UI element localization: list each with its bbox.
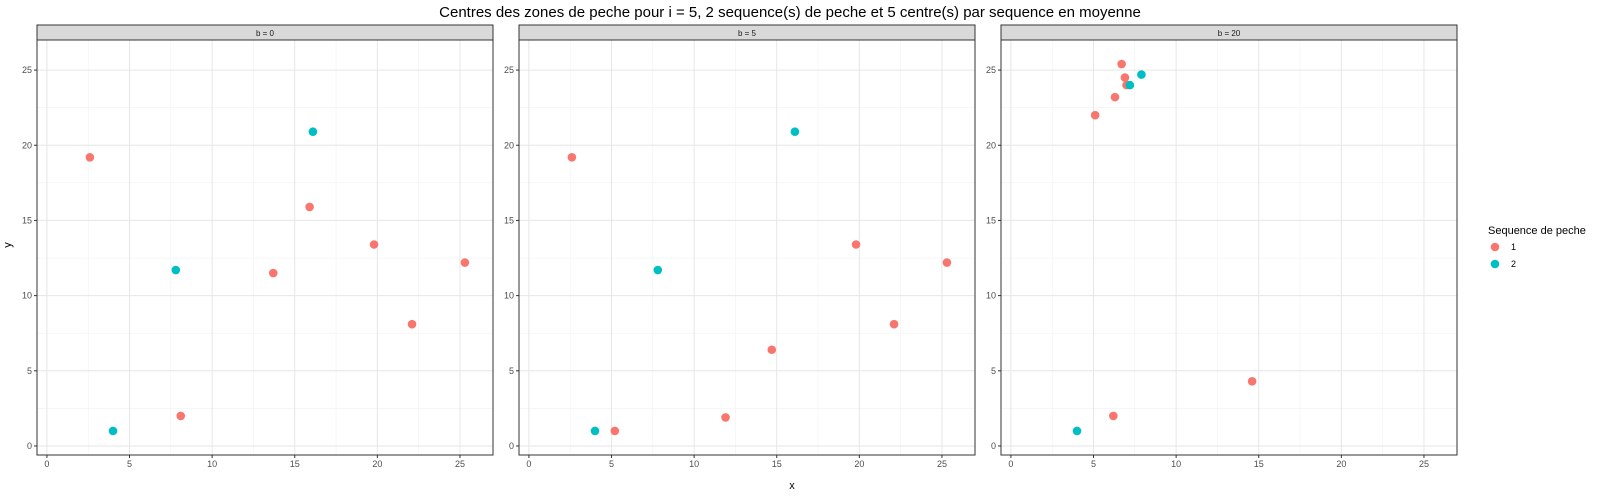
legend-key-2	[1490, 259, 1500, 269]
y-tick-label: 15	[504, 215, 514, 225]
y-tick-label: 0	[509, 441, 514, 451]
point-sequence-2	[1072, 426, 1082, 436]
x-tick-label: 10	[1171, 459, 1181, 469]
point-sequence-1	[1247, 377, 1257, 386]
x-tick-label: 5	[127, 459, 132, 469]
point-sequence-2	[653, 265, 663, 275]
legend-label-1: 1	[1511, 242, 1516, 252]
x-tick-label: 20	[1336, 459, 1346, 469]
legend-title: Sequence de peche	[1488, 225, 1586, 237]
x-tick-label: 10	[207, 459, 217, 469]
y-tick-label: 5	[509, 366, 514, 376]
x-tick-label: 0	[1008, 459, 1013, 469]
point-sequence-1	[268, 268, 278, 278]
panel-1: b = 0 0 5 10 15 20 25 0 5 10 15 20 25	[22, 24, 494, 469]
point-sequence-1	[767, 345, 777, 355]
y-tick-label: 0	[991, 441, 996, 451]
y-tick-label: 5	[27, 366, 32, 376]
legend: Sequence de peche 1 2	[1488, 225, 1586, 269]
point-sequence-2	[590, 426, 600, 436]
plot-background	[1001, 40, 1457, 455]
y-tick-label: 10	[986, 291, 996, 301]
point-sequence-1	[851, 240, 861, 249]
point-sequence-1	[721, 413, 730, 422]
panel-border	[1000, 39, 1458, 456]
point-sequence-1	[460, 258, 470, 267]
x-tick-label: 20	[372, 459, 382, 469]
panel-3: b = 20 0 5 10 15 20 25 0 5 10 15 20 25	[986, 24, 1458, 469]
panel-2: b = 5 0 5 10 15 20 25 0 5 10 15 20 25	[504, 24, 976, 469]
point-sequence-1	[85, 152, 95, 162]
y-tick-label: 15	[986, 215, 996, 225]
point-sequence-2	[308, 127, 318, 137]
x-axis-title: x	[789, 480, 795, 492]
y-tick-label: 20	[22, 140, 32, 150]
point-sequence-1	[407, 319, 417, 329]
point-sequence-2	[1137, 70, 1146, 79]
facet-strip-label: b = 0	[256, 29, 275, 38]
x-tick-label: 25	[937, 459, 947, 469]
y-tick-label: 25	[504, 65, 514, 75]
y-tick-label: 20	[504, 140, 514, 150]
legend-label-2: 2	[1511, 259, 1516, 269]
x-tick-label: 5	[1091, 459, 1096, 469]
x-tick-label: 15	[772, 459, 782, 469]
point-sequence-2	[108, 426, 118, 436]
x-tick-label: 0	[526, 459, 531, 469]
x-tick-label: 25	[455, 459, 465, 469]
y-tick-label: 10	[504, 291, 514, 301]
point-sequence-1	[1120, 73, 1130, 82]
x-tick-label: 5	[609, 459, 614, 469]
point-sequence-1	[942, 258, 952, 267]
point-sequence-1	[1090, 110, 1100, 120]
point-sequence-1	[889, 319, 899, 329]
y-tick-label: 25	[986, 65, 996, 75]
point-sequence-1	[369, 240, 379, 249]
y-tick-label: 10	[22, 291, 32, 301]
point-sequence-2	[171, 265, 181, 275]
panels-layer: b = 0 0 5 10 15 20 25 0 5 10 15 20 25 b = 5 0 5 10 15 20 25…	[22, 24, 1458, 469]
point-sequence-1	[305, 202, 314, 212]
point-sequence-1	[176, 411, 186, 421]
x-tick-label: 15	[1254, 459, 1264, 469]
chart-title: Centres des zones de peche pour i = 5, 2…	[439, 4, 1141, 21]
x-tick-label: 10	[689, 459, 699, 469]
facet-strip-label: b = 5	[738, 29, 757, 38]
y-tick-label: 20	[986, 140, 996, 150]
legend-key-1	[1490, 242, 1500, 252]
y-tick-label: 5	[991, 366, 996, 376]
panel-border	[36, 39, 494, 456]
panel-border	[518, 39, 976, 456]
point-sequence-1	[1110, 92, 1120, 102]
x-tick-label: 25	[1419, 459, 1429, 469]
plot-background	[519, 40, 975, 455]
x-tick-label: 0	[44, 459, 49, 469]
y-tick-label: 0	[27, 441, 32, 451]
point-sequence-2	[1125, 80, 1135, 90]
plot-background	[37, 40, 493, 455]
x-tick-label: 15	[290, 459, 300, 469]
point-sequence-1	[567, 152, 577, 162]
facet-strip-label: b = 20	[1218, 29, 1241, 38]
y-tick-label: 15	[22, 215, 32, 225]
point-sequence-1	[610, 426, 620, 436]
point-sequence-1	[1117, 59, 1126, 69]
x-tick-label: 20	[854, 459, 864, 469]
y-tick-label: 25	[22, 65, 32, 75]
point-sequence-1	[1109, 411, 1118, 421]
y-axis-title: y	[2, 242, 14, 248]
point-sequence-2	[790, 127, 800, 137]
